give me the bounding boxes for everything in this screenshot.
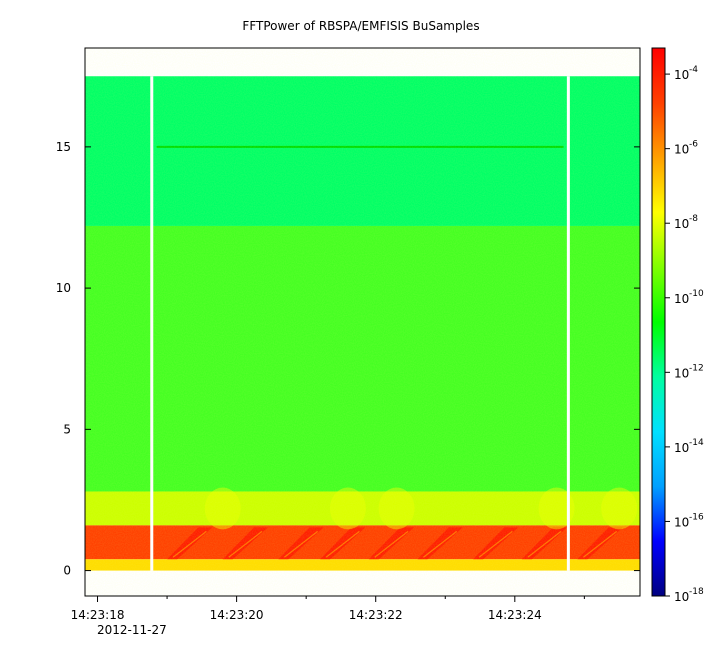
y-tick-label-1: 5: [63, 422, 71, 436]
colorbar-tick-exponent-3: -10: [689, 289, 704, 299]
chart-title: FFTPower of RBSPA/EMFISIS BuSamples: [242, 19, 479, 33]
y-tick-label-0: 0: [63, 564, 71, 578]
colorbar-tick-exponent-4: -12: [689, 363, 704, 373]
colorbar-tick-exponent-1: -6: [689, 140, 698, 150]
x-tick-label-2: 14:23:22: [349, 608, 403, 622]
x-tick-label-3: 14:23:24: [488, 608, 542, 622]
x-axis: 14:23:18 14:23:20 14:23:22 14:23:24: [71, 596, 585, 622]
plot-area: [85, 48, 640, 596]
colorbar-tick-exponent-2: -8: [689, 214, 698, 224]
colorbar-tick-exponent-7: -18: [689, 587, 704, 597]
colorbar-tick-exponent-6: -16: [689, 512, 704, 522]
colorbar-tick-label-2: 10: [674, 217, 689, 231]
colorbar-tick-exponent-5: -14: [689, 438, 704, 448]
colorbar-tick-label-7: 10: [674, 590, 689, 604]
y-tick-label-2: 10: [56, 281, 71, 295]
colorbar-tick-label-1: 10: [674, 143, 689, 157]
data-gaps: [150, 76, 570, 571]
y-axis: 0 5 10 15: [56, 140, 640, 578]
colorbar-tick-exponent-0: -4: [689, 65, 698, 75]
x-tick-label-0: 14:23:18: [71, 608, 125, 622]
colorbar: [651, 47, 666, 597]
date-label: 2012-11-27: [97, 623, 167, 637]
data-gap-1: [566, 76, 570, 571]
colorbar-tick-label-0: 10: [674, 68, 689, 82]
colorbar-tick-label-6: 10: [674, 515, 689, 529]
plot-frame: [84, 47, 641, 597]
colorbar-tick-label-5: 10: [674, 441, 689, 455]
colorbar-tick-label-3: 10: [674, 292, 689, 306]
noise-texture: [85, 48, 640, 596]
colorbar-tick-label-4: 10: [674, 366, 689, 380]
y-tick-label-3: 15: [56, 140, 71, 154]
x-tick-label-1: 14:23:20: [210, 608, 264, 622]
data-gap-0: [150, 76, 154, 571]
